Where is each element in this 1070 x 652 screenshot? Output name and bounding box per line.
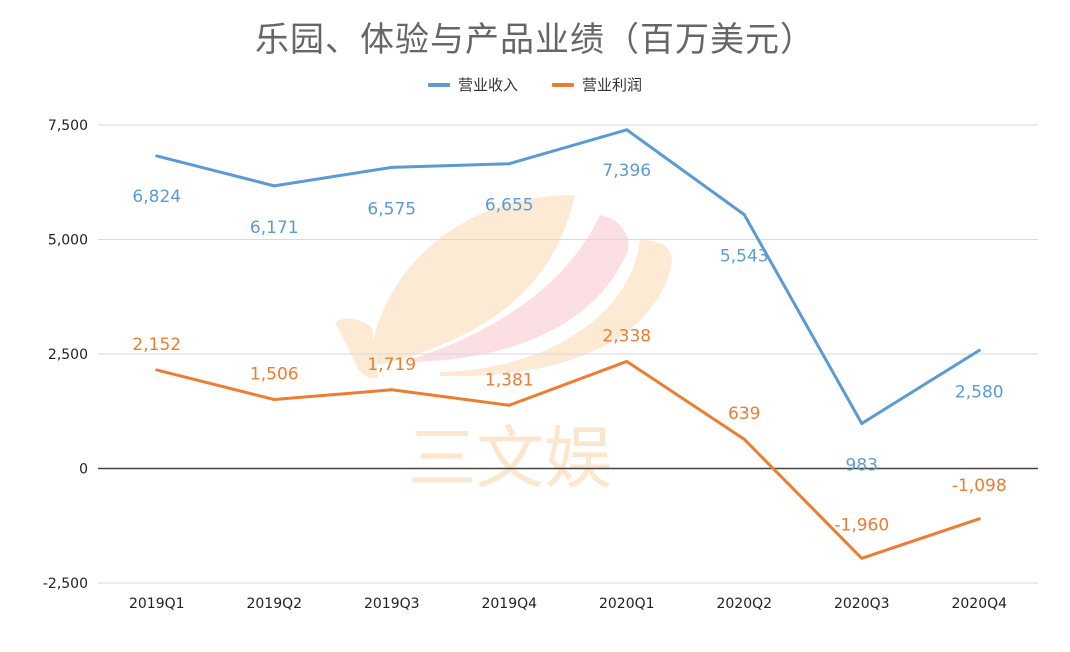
- data-point-profit: [625, 359, 629, 363]
- legend-item-revenue[interactable]: 营业收入: [427, 74, 518, 95]
- data-labels: 6,824 6,171 6,575 6,655 7,396 5,543 983 2,580 2,…: [132, 161, 1006, 536]
- watermark-text: 三文娱: [408, 420, 612, 499]
- data-label-profit: 639: [728, 404, 760, 424]
- x-tick-label: 2020Q2: [716, 596, 772, 612]
- grid: [98, 124, 1038, 584]
- data-point-revenue: [742, 213, 746, 217]
- data-label-profit: -1,098: [952, 476, 1007, 496]
- data-point-profit: [860, 556, 864, 560]
- legend-label-revenue: 营业收入: [457, 76, 518, 94]
- x-tick-label: 2019Q3: [364, 596, 420, 612]
- x-tick-label: 2020Q1: [599, 596, 655, 612]
- x-tick-label: 2019Q4: [481, 596, 537, 612]
- data-label-revenue: 6,655: [485, 196, 534, 216]
- series-line-revenue: [156, 128, 981, 425]
- data-point-revenue: [390, 165, 394, 169]
- watermark-leaf-pink: [410, 215, 629, 362]
- data-point-profit: [155, 368, 159, 372]
- legend-label-profit: 营业利润: [582, 76, 643, 94]
- data-point-revenue: [155, 154, 159, 158]
- data-label-revenue: 6,824: [132, 187, 181, 207]
- x-tick-label: 2019Q2: [246, 596, 302, 612]
- legend-swatch-profit: [552, 82, 574, 87]
- y-axis: -2,500 0 2,500 5,000 7,500: [43, 118, 88, 592]
- data-label-revenue: 5,543: [720, 247, 769, 267]
- y-tick-label: 5,000: [48, 233, 88, 249]
- legend-swatch-revenue: [427, 82, 450, 87]
- watermark-logo: [335, 195, 672, 379]
- data-point-profit: [977, 517, 981, 521]
- data-label-profit: 2,338: [602, 326, 651, 346]
- x-tick-label: 2020Q3: [834, 596, 890, 612]
- data-label-revenue: 6,575: [367, 199, 416, 219]
- watermark-stem: [335, 318, 378, 379]
- data-point-profit: [507, 403, 511, 407]
- legend: 营业收入 营业利润: [0, 74, 1070, 95]
- series: [155, 128, 981, 560]
- data-point-revenue: [860, 421, 864, 425]
- data-point-revenue: [507, 162, 511, 166]
- y-tick-label: 0: [79, 462, 88, 478]
- x-axis: 2019Q1 2019Q2 2019Q3 2019Q4 2020Q1 2020Q2 2020…: [129, 596, 1007, 612]
- data-point-revenue: [977, 348, 981, 352]
- data-point-profit: [390, 388, 394, 392]
- legend-item-profit[interactable]: 营业利润: [552, 74, 642, 95]
- data-label-profit: -1,960: [834, 515, 889, 535]
- chart-title: 乐园、体验与产品业绩（百万美元）: [255, 20, 815, 60]
- data-point-profit: [742, 437, 746, 441]
- series-line-profit: [156, 359, 980, 560]
- data-point-revenue: [272, 184, 276, 188]
- data-label-revenue: 983: [846, 455, 878, 475]
- data-point-profit: [272, 398, 276, 402]
- data-label-revenue: 7,396: [602, 161, 651, 181]
- data-label-revenue: 2,580: [955, 382, 1004, 402]
- y-tick-label: -2,500: [43, 576, 88, 592]
- x-tick-label: 2019Q1: [129, 596, 185, 612]
- data-label-revenue: 6,171: [250, 218, 299, 238]
- watermark-leaf-orange: [370, 195, 575, 365]
- watermark-leaf-peach: [440, 240, 672, 377]
- data-label-profit: 2,152: [132, 335, 181, 355]
- y-tick-label: 7,500: [48, 118, 88, 134]
- data-label-profit: 1,719: [367, 355, 416, 375]
- y-tick-label: 2,500: [48, 347, 88, 363]
- data-point-revenue: [625, 128, 629, 132]
- data-label-profit: 1,381: [485, 370, 534, 390]
- x-tick-label: 2020Q4: [951, 596, 1007, 612]
- data-label-profit: 1,506: [250, 365, 299, 385]
